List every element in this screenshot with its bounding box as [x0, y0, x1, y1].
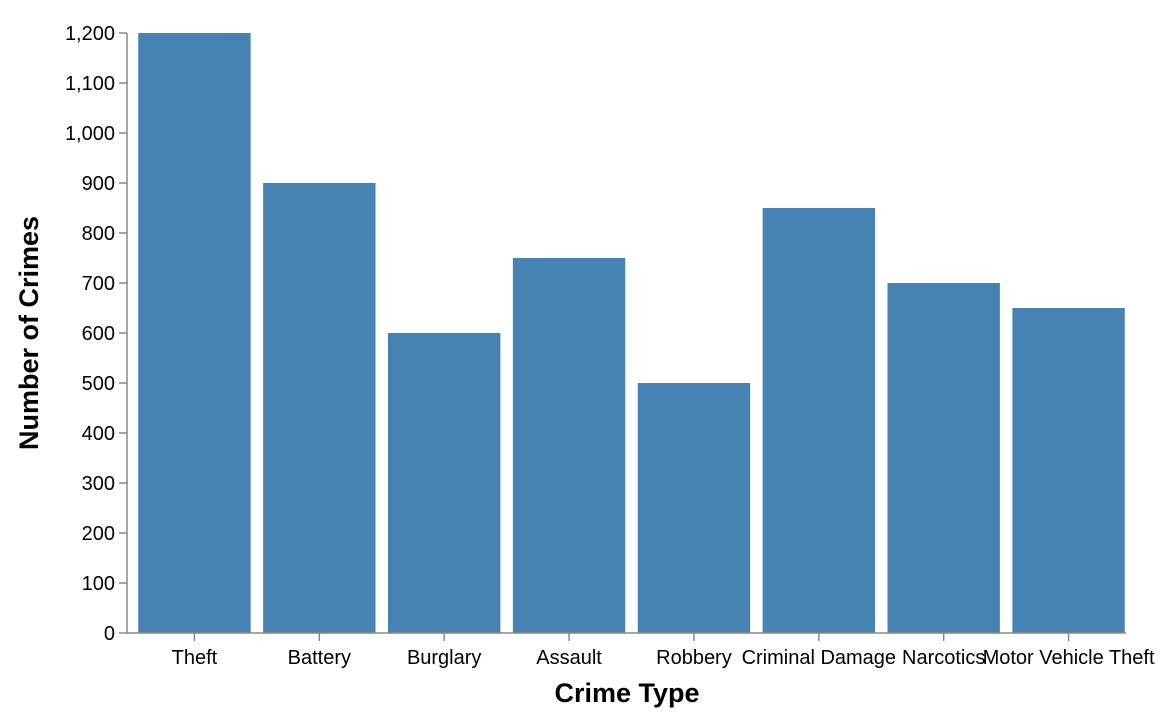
- x-tick-label: Theft: [172, 647, 218, 669]
- y-tick-label: 0: [104, 623, 115, 645]
- y-tick-label: 200: [82, 523, 115, 545]
- y-tick-label: 700: [82, 273, 115, 295]
- x-axis: Theft Battery Burglary Assault Robbery Crimin…: [127, 632, 1155, 669]
- bar: [512, 258, 626, 633]
- bar: [762, 208, 876, 633]
- x-tick-label: Robbery: [656, 647, 732, 669]
- y-tick-label: 900: [82, 173, 115, 195]
- y-axis: 0 100 200 300 400 500 600 700 800 900 1,000 1,100 1,…: [65, 23, 128, 645]
- x-tick-label: Battery: [288, 647, 351, 669]
- bar: [887, 283, 1000, 633]
- x-tick-label: Criminal Damage: [742, 647, 897, 669]
- x-axis-title: Crime Type: [554, 678, 699, 708]
- y-tick-label: 800: [82, 223, 115, 245]
- y-tick-label: 500: [82, 373, 115, 395]
- bar: [387, 333, 501, 633]
- y-tick-label: 400: [82, 423, 115, 445]
- bar: [1012, 308, 1125, 633]
- y-tick-label: 1,000: [65, 123, 115, 145]
- y-tick-label: 600: [82, 323, 115, 345]
- y-tick-label: 100: [82, 573, 115, 595]
- x-tick-label: Motor Vehicle Theft: [983, 647, 1155, 669]
- bars: [138, 33, 1125, 633]
- y-tick-label: 1,200: [65, 23, 115, 45]
- x-tick-label: Burglary: [407, 647, 481, 669]
- y-axis-title: Number of Crimes: [14, 216, 44, 450]
- bar: [263, 183, 376, 633]
- y-tick-label: 1,100: [65, 73, 115, 95]
- y-tick-label: 300: [82, 473, 115, 495]
- bar: [138, 33, 251, 633]
- bar: [637, 383, 751, 633]
- x-tick-label: Assault: [536, 647, 602, 669]
- x-tick-label: Narcotics: [902, 647, 985, 669]
